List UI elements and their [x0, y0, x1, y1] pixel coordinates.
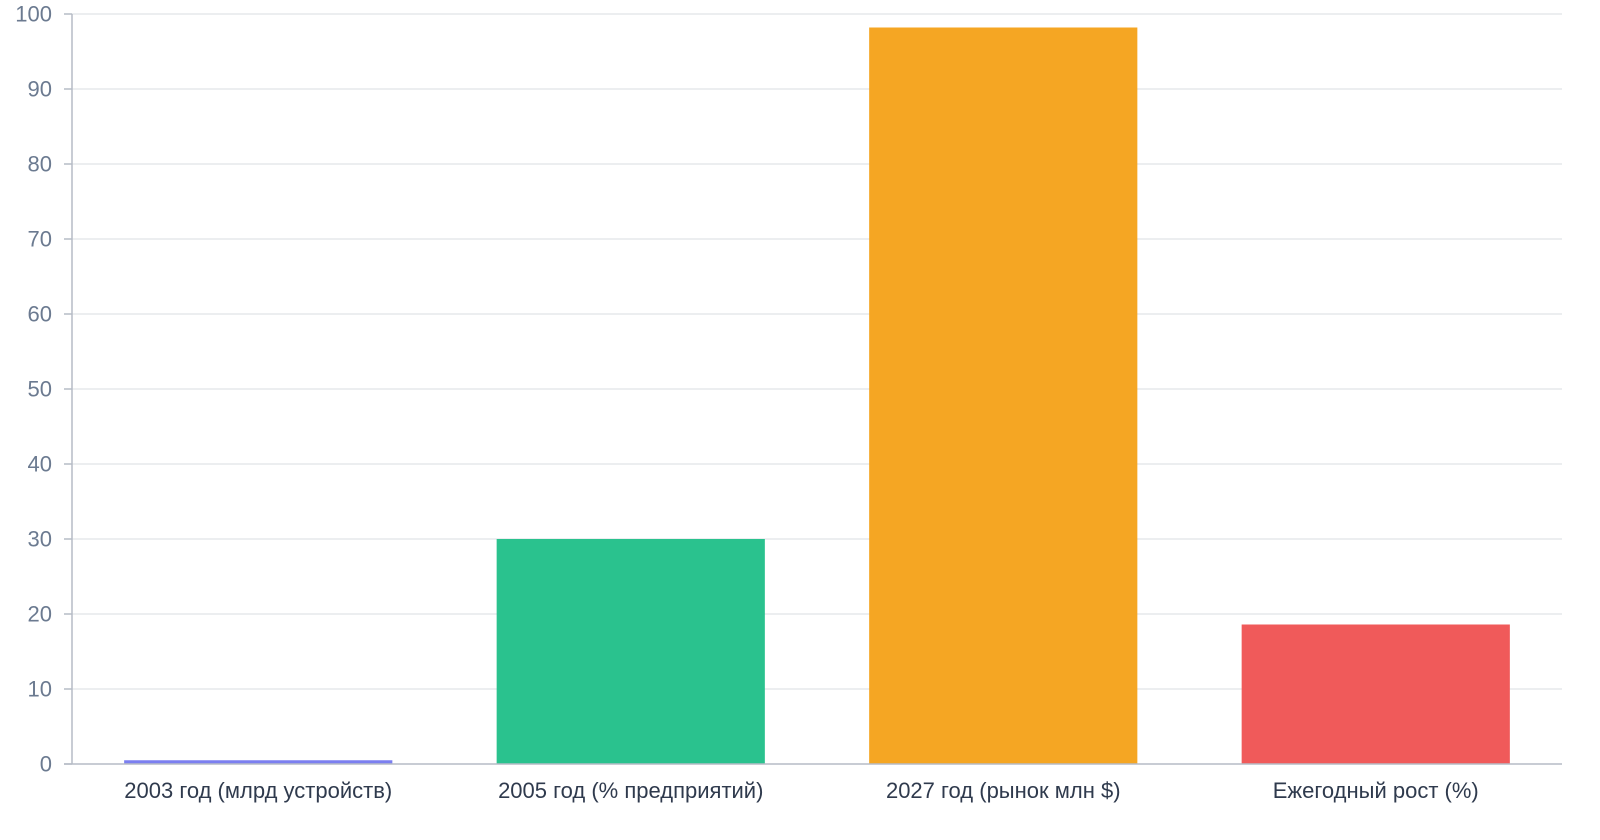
x-tick-label: 2027 год (рынок млн $)	[886, 778, 1121, 803]
y-tick-label: 70	[28, 227, 52, 252]
y-tick-label: 30	[28, 527, 52, 552]
bar	[496, 539, 765, 764]
y-tick-label: 90	[28, 77, 52, 102]
bar	[869, 27, 1138, 764]
y-tick-label: 10	[28, 677, 52, 702]
y-tick-label: 100	[15, 2, 52, 27]
bar	[1241, 624, 1510, 764]
y-tick-label: 0	[40, 752, 52, 777]
bar	[124, 760, 393, 764]
x-tick-label: 2005 год (% предприятий)	[498, 778, 763, 803]
y-tick-label: 20	[28, 602, 52, 627]
bars	[124, 27, 1510, 764]
gridlines	[72, 13, 1562, 690]
y-tick-label: 40	[28, 452, 52, 477]
y-tick-label: 50	[28, 377, 52, 402]
x-tick-label: 2003 год (млрд устройств)	[124, 778, 392, 803]
y-tick-labels: 0 10 20 30 40 50 60 70 80 90 100	[15, 2, 72, 777]
x-tick-labels: 2003 год (млрд устройств) 2005 год (% пре…	[124, 778, 1478, 803]
x-tick-label: Ежегодный рост (%)	[1273, 778, 1479, 803]
y-tick-label: 80	[28, 152, 52, 177]
y-tick-label: 60	[28, 302, 52, 327]
